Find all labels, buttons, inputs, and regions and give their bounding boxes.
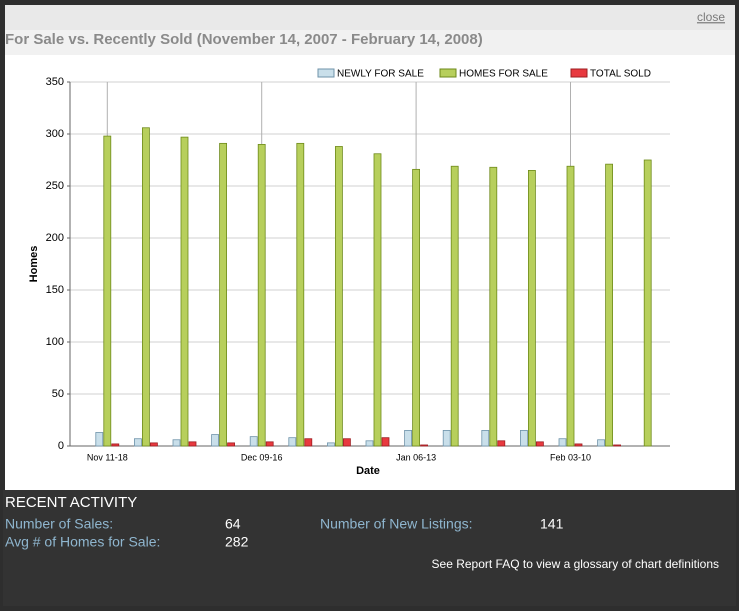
bar [141,127,150,447]
legend-swatch [570,68,588,78]
bar [574,443,583,447]
legend-label: HOMES FOR SALE [459,69,548,80]
legend-swatch [439,68,457,78]
bar [373,153,382,447]
bar [188,441,197,447]
activity-panel [3,490,736,606]
bar [211,434,220,447]
bar [304,438,313,447]
bar [442,429,451,447]
bar [133,438,142,447]
bar [558,438,567,447]
activity-heading: RECENT ACTIVITY [5,494,137,511]
bar [257,143,266,447]
faq-link[interactable]: See Report FAQ to view a glossary of cha… [432,557,719,571]
x-tick-label: Jan 06-13 [396,452,436,462]
bar [296,142,305,447]
bar [412,168,421,447]
bar [605,163,613,447]
chart-title: For Sale vs. Recently Sold (November 14,… [5,31,483,48]
y-tick-label: 250 [46,180,64,192]
bar [342,438,351,447]
y-tick-label: 300 [46,128,64,140]
y-tick-label: 50 [52,388,64,400]
bar [95,432,104,447]
bar [597,439,605,447]
bar [219,142,228,447]
y-tick-label: 100 [46,336,64,348]
header-bar [5,5,735,30]
avg-value: 282 [225,534,249,550]
bar [249,436,258,447]
bar [489,166,498,447]
bar [288,437,297,447]
y-tick-label: 350 [46,76,64,88]
bar [111,443,120,447]
y-tick-label: 0 [58,440,64,452]
sales-value: 64 [225,516,241,532]
legend-label: NEWLY FOR SALE [337,69,424,80]
legend-label: TOTAL SOLD [590,69,651,80]
x-tick-label: Feb 03-10 [550,452,591,462]
bar [172,439,181,447]
bar [149,442,158,447]
bar [404,429,413,447]
bar [497,440,506,447]
listings-value: 141 [540,516,564,532]
bar [265,441,274,447]
legend-swatch [317,68,335,78]
listings-label: Number of New Listings: [320,516,473,532]
bar [520,429,528,447]
bar [227,442,236,447]
bar [420,444,429,447]
avg-label: Avg # of Homes for Sale: [5,534,160,550]
bar [326,442,335,447]
bar [365,440,374,447]
x-tick-label: Nov 11-18 [87,452,128,462]
bar [536,441,544,447]
bar [334,146,343,447]
bar [613,444,621,447]
bar [450,165,459,447]
bar [180,136,189,447]
x-axis-label: Date [356,465,380,477]
y-tick-label: 200 [46,232,64,244]
sales-label: Number of Sales: [5,516,113,532]
y-tick-label: 150 [46,284,64,296]
bar [481,429,490,447]
bar [103,135,112,447]
bar [528,169,536,447]
y-axis-label: Homes [28,246,40,283]
close-link[interactable]: close [697,10,725,24]
chart-area [5,55,735,490]
bar [566,165,575,447]
bar [643,159,652,447]
x-tick-label: Dec 09-16 [241,452,283,462]
bar [381,437,390,447]
